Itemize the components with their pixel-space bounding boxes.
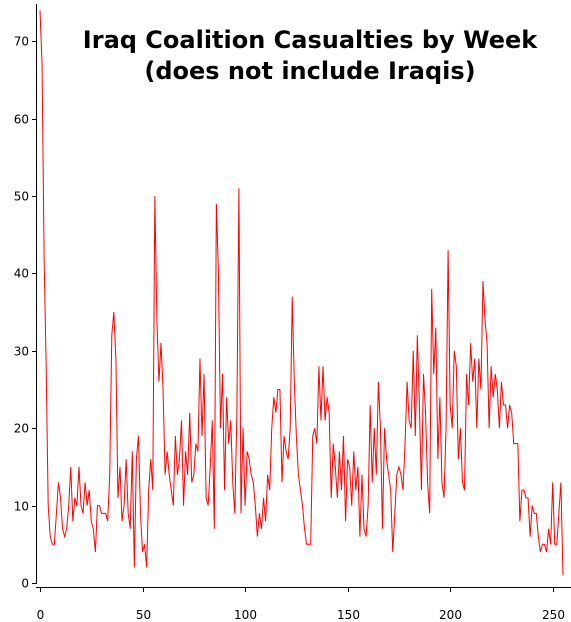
x-tick-label: 150 (337, 608, 360, 622)
x-axis: 0 50 100 150 200 250 (36, 587, 571, 622)
series-line-1 (39, 10, 564, 576)
y-tick-label: 50 (14, 190, 29, 204)
x-tick-label: 0 (37, 608, 45, 622)
y-tick-label: 60 (14, 113, 29, 127)
series-group (39, 10, 564, 576)
x-tick-label: 250 (542, 608, 565, 622)
x-tick-label: 100 (234, 608, 257, 622)
x-tick-label: 50 (136, 608, 151, 622)
y-tick-label: 40 (14, 267, 29, 281)
y-tick-label: 30 (14, 345, 29, 359)
x-tick-label: 200 (439, 608, 462, 622)
y-tick-label: 0 (21, 577, 29, 591)
y-tick-label: 20 (14, 422, 29, 436)
y-tick-label: 10 (14, 500, 29, 514)
y-axis: 0 10 20 30 40 50 60 70 (14, 4, 37, 591)
chart-subtitle: (does not include Iraqis) (144, 57, 475, 85)
chart-title: Iraq Coalition Casualties by Week (83, 26, 538, 54)
y-tick-label: 70 (14, 35, 29, 49)
